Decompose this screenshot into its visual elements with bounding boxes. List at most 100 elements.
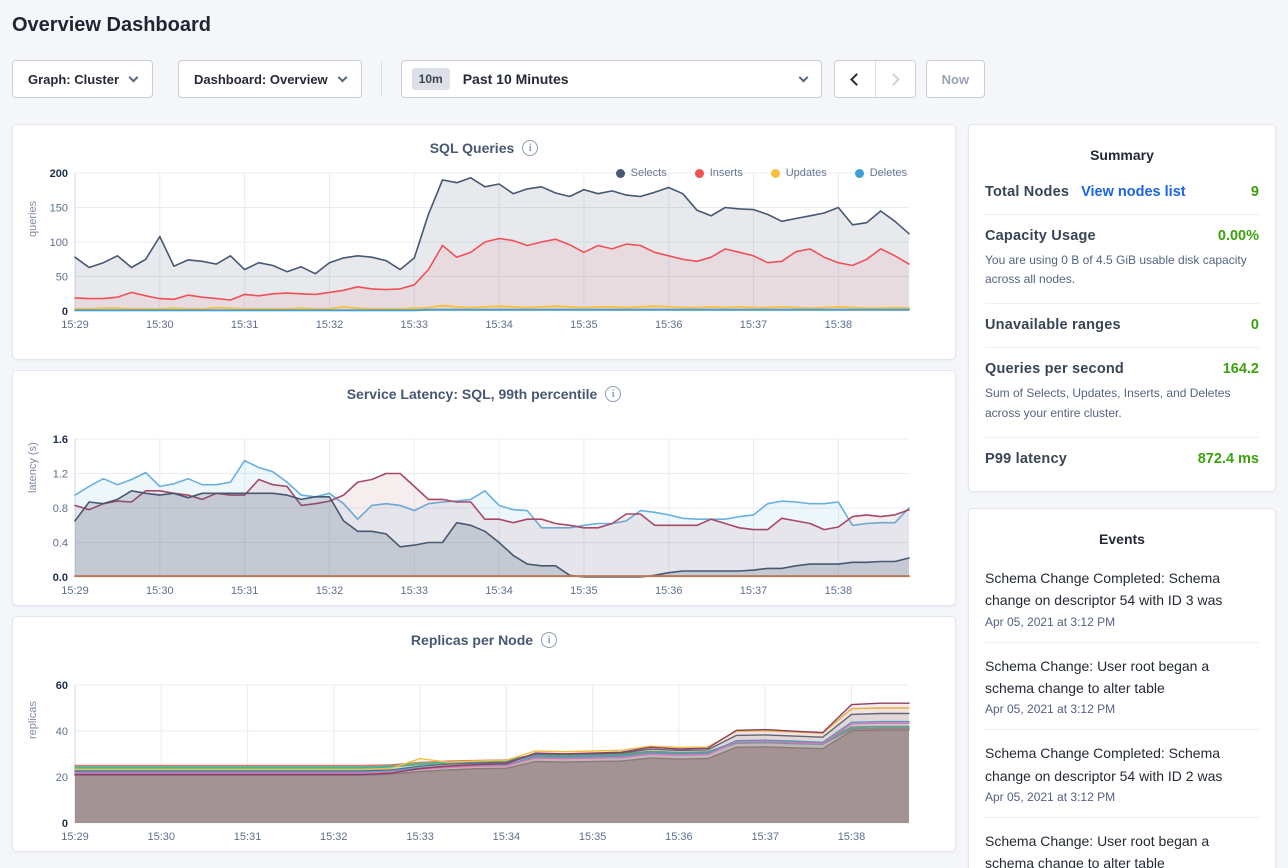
svg-text:15:34: 15:34	[485, 585, 513, 597]
svg-text:150: 150	[50, 203, 68, 215]
svg-text:0: 0	[62, 818, 68, 830]
svg-text:0.4: 0.4	[53, 538, 68, 550]
summary-label: P99 latency	[985, 450, 1067, 467]
legend-label: Deletes	[869, 167, 907, 179]
event-item[interactable]: Schema Change Completed: Schema change o…	[985, 729, 1259, 817]
chevron-down-icon	[337, 72, 348, 82]
svg-text:15:37: 15:37	[751, 831, 779, 843]
sidebar: Summary Total Nodes View nodes list 9 Ca…	[968, 124, 1276, 868]
dashboard-dropdown-label: Dashboard: Overview	[194, 71, 328, 87]
now-button[interactable]: Now	[925, 60, 986, 98]
time-forward-button[interactable]	[874, 61, 915, 97]
chart-header: SQL Queries i	[25, 137, 943, 159]
legend-dot-icon	[770, 168, 780, 178]
svg-text:15:35: 15:35	[570, 319, 598, 331]
main-content: SQL Queries i Selects Inserts Updates Delet…	[12, 124, 1276, 868]
svg-text:15:38: 15:38	[838, 831, 866, 843]
chart-title: SQL Queries	[429, 140, 515, 156]
svg-text:15:31: 15:31	[231, 319, 259, 331]
service-latency-chart-card: Service Latency: SQL, 99th percentile i …	[12, 370, 956, 606]
chart-title: Service Latency: SQL, 99th percentile	[346, 386, 598, 402]
time-range-badge: 10m	[411, 68, 450, 90]
svg-text:15:31: 15:31	[234, 831, 262, 843]
summary-value: 0	[1250, 317, 1259, 334]
y-axis-label: latency (s)	[27, 442, 39, 493]
svg-text:15:37: 15:37	[740, 585, 768, 597]
time-range-selector[interactable]: 10m Past 10 Minutes	[400, 60, 822, 98]
svg-text:15:30: 15:30	[147, 831, 175, 843]
chevron-down-icon	[128, 72, 139, 82]
legend-item[interactable]: Selects	[615, 167, 667, 179]
legend-item[interactable]: Inserts	[694, 167, 743, 179]
svg-text:15:34: 15:34	[485, 319, 513, 331]
svg-text:15:35: 15:35	[570, 585, 598, 597]
summary-label: Capacity Usage	[985, 228, 1096, 244]
legend-label: Selects	[630, 167, 667, 179]
sql-queries-chart[interactable]: 0 50 100 150 200 15:29 15:30 15:31 15:32 15:33 15:…	[25, 165, 945, 341]
svg-text:15:32: 15:32	[316, 585, 344, 597]
page-title: Overview Dashboard	[12, 14, 211, 36]
dashboard-dropdown[interactable]: Dashboard: Overview	[178, 60, 362, 98]
event-message: Schema Change Completed: Schema change o…	[985, 745, 1223, 784]
svg-text:40: 40	[56, 726, 68, 738]
event-item[interactable]: Schema Change: User root began a schema …	[985, 817, 1259, 868]
summary-row-unavailable-ranges: Unavailable ranges 0	[985, 303, 1259, 347]
view-nodes-link[interactable]: View nodes list	[1081, 184, 1186, 200]
svg-text:15:29: 15:29	[61, 831, 89, 843]
svg-text:15:33: 15:33	[406, 831, 434, 843]
chevron-down-icon	[798, 72, 809, 82]
legend-label: Inserts	[709, 167, 743, 179]
time-back-button[interactable]	[834, 61, 875, 97]
info-icon[interactable]: i	[522, 140, 539, 156]
event-item[interactable]: Schema Change: User root began a schema …	[985, 641, 1259, 730]
legend-dot-icon	[694, 168, 704, 178]
summary-label: Total Nodes	[985, 184, 1070, 200]
event-item[interactable]: Schema Change Completed: Schema change o…	[985, 555, 1259, 642]
toolbar: Graph: Cluster Dashboard: Overview 10m P…	[12, 60, 1276, 98]
summary-value: 0.00%	[1217, 228, 1259, 244]
replicas-per-node-chart[interactable]: 0 20 40 60 15:29 15:30 15:31 15:32 15:33 15:34 15:…	[25, 677, 945, 853]
svg-text:15:38: 15:38	[825, 585, 853, 597]
summary-description: Sum of Selects, Updates, Inserts, and De…	[985, 386, 1231, 420]
event-message: Schema Change: User root began a schema …	[985, 833, 1210, 868]
service-latency-chart[interactable]: 0.0 0.4 0.8 1.2 1.6 15:29 15:30 15:31 15:32 15:33…	[25, 431, 945, 607]
summary-value: 9	[1250, 184, 1259, 200]
svg-text:0.0: 0.0	[53, 572, 68, 584]
summary-value: 872.4 ms	[1197, 450, 1259, 467]
svg-text:15:38: 15:38	[825, 319, 853, 331]
legend-item[interactable]: Deletes	[854, 167, 907, 179]
info-icon[interactable]: i	[605, 386, 622, 402]
legend-label: Updates	[785, 167, 827, 179]
summary-row-p99-latency: P99 latency 872.4 ms	[985, 436, 1259, 481]
summary-row-total-nodes: Total Nodes View nodes list 9	[985, 171, 1259, 214]
svg-text:15:36: 15:36	[655, 585, 683, 597]
event-timestamp: Apr 05, 2021 at 3:12 PM	[985, 702, 1116, 717]
time-range-label: Past 10 Minutes	[462, 71, 569, 87]
svg-text:15:36: 15:36	[665, 831, 693, 843]
graph-dropdown[interactable]: Graph: Cluster	[12, 60, 154, 98]
svg-text:15:33: 15:33	[401, 319, 429, 331]
svg-text:15:34: 15:34	[493, 831, 521, 843]
svg-text:0.8: 0.8	[53, 503, 68, 515]
y-axis-label: replicas	[27, 701, 39, 739]
chart-legend: Selects Inserts Updates Deletes	[615, 167, 907, 179]
info-icon[interactable]: i	[541, 632, 558, 648]
svg-text:15:32: 15:32	[320, 831, 348, 843]
y-axis-label: queries	[27, 200, 39, 237]
summary-row-capacity-usage: Capacity Usage 0.00% You are using 0 B o…	[985, 214, 1259, 303]
summary-row-queries-per-second: Queries per second 164.2 Sum of Selects,…	[985, 347, 1259, 436]
svg-text:15:30: 15:30	[146, 319, 174, 331]
svg-text:50: 50	[56, 272, 68, 284]
svg-text:15:35: 15:35	[579, 831, 607, 843]
summary-description: You are using 0 B of 4.5 GiB usable disk…	[985, 253, 1247, 287]
chart-header: Replicas per Node i	[25, 629, 943, 651]
summary-value: 164.2	[1222, 361, 1259, 378]
summary-label: Queries per second	[985, 361, 1124, 378]
svg-text:1.2: 1.2	[53, 469, 68, 481]
summary-title: Summary	[1090, 147, 1154, 163]
event-message: Schema Change: User root began a schema …	[985, 657, 1210, 696]
svg-text:60: 60	[56, 680, 68, 692]
replicas-per-node-chart-card: Replicas per Node i replicas 0 20 40 60 15:2…	[12, 616, 956, 852]
svg-text:15:30: 15:30	[146, 585, 174, 597]
legend-item[interactable]: Updates	[770, 167, 827, 179]
